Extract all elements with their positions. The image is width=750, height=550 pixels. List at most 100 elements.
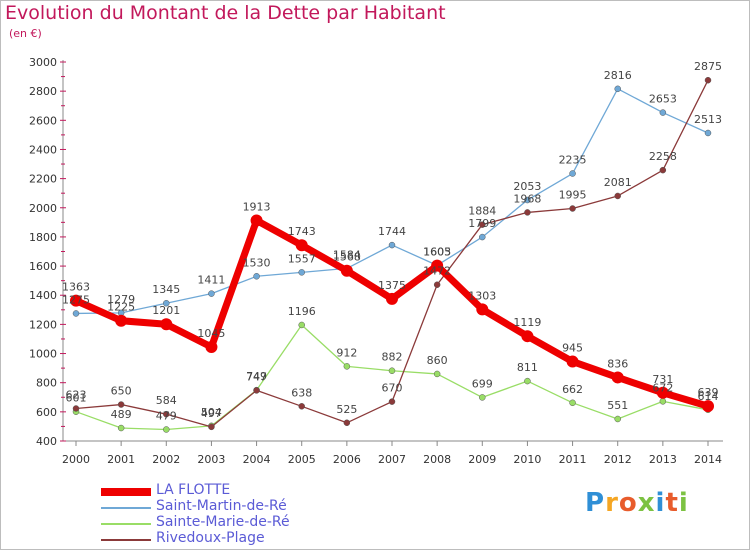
x-tick-label: 2013 xyxy=(649,453,677,466)
y-tick-label: 2000 xyxy=(29,202,57,215)
data-point xyxy=(298,269,305,276)
data-point xyxy=(614,85,621,93)
data-point xyxy=(704,76,712,84)
logo-letter: i xyxy=(655,488,666,518)
x-tick-label: 2005 xyxy=(288,453,316,466)
data-point xyxy=(569,170,576,177)
data-label: 1119 xyxy=(513,316,541,329)
data-point xyxy=(611,371,624,384)
data-point xyxy=(208,290,215,297)
data-label: 1605 xyxy=(423,245,451,258)
data-point xyxy=(479,233,486,241)
y-tick-label: 1200 xyxy=(29,318,57,331)
data-point xyxy=(479,221,486,228)
chart-subtitle: (en €) xyxy=(9,27,42,40)
data-label: 1045 xyxy=(197,327,225,340)
data-point xyxy=(476,303,489,316)
data-point xyxy=(659,398,667,405)
x-tick-label: 2014 xyxy=(694,453,722,466)
data-point xyxy=(298,321,305,329)
data-label: 584 xyxy=(156,394,177,407)
y-tick-label: 400 xyxy=(36,435,57,448)
x-tick-label: 2002 xyxy=(152,453,180,466)
data-point xyxy=(614,415,621,423)
data-label: 1603 xyxy=(423,246,451,259)
data-label: 1913 xyxy=(243,200,271,213)
data-label: 2513 xyxy=(694,113,722,126)
data-point xyxy=(433,370,441,378)
data-label: 731 xyxy=(652,373,673,386)
legend-swatch xyxy=(101,523,151,525)
data-label: 945 xyxy=(562,342,583,355)
data-point xyxy=(343,363,351,370)
data-point xyxy=(388,367,396,374)
data-point xyxy=(702,400,714,413)
data-label: 489 xyxy=(111,408,132,421)
x-tick-label: 2004 xyxy=(243,453,271,466)
data-point xyxy=(343,419,351,427)
data-point xyxy=(340,264,353,277)
data-label: 1472 xyxy=(423,265,451,278)
x-tick-label: 2003 xyxy=(197,453,225,466)
data-label: 623 xyxy=(66,388,87,401)
data-point xyxy=(614,192,621,200)
data-label: 749 xyxy=(246,370,267,383)
data-label: 912 xyxy=(336,346,357,359)
data-point xyxy=(569,205,576,212)
data-label: 504 xyxy=(201,406,222,419)
data-point xyxy=(524,209,531,216)
data-label: 2235 xyxy=(559,154,587,167)
data-point xyxy=(479,394,486,401)
data-label: 2053 xyxy=(513,180,541,193)
data-point xyxy=(253,273,260,280)
y-tick-label: 1400 xyxy=(29,289,57,302)
data-label: 1799 xyxy=(468,217,496,230)
data-label: 836 xyxy=(607,357,628,370)
data-label: 1744 xyxy=(378,225,406,238)
data-label: 1968 xyxy=(513,192,541,205)
logo-letter: t xyxy=(665,488,679,518)
data-label: 1225 xyxy=(107,301,135,314)
data-point xyxy=(388,398,396,405)
data-label: 2081 xyxy=(604,176,632,189)
logo-letter: x xyxy=(637,488,656,518)
logo-letter: P xyxy=(585,488,606,518)
y-tick-label: 1800 xyxy=(29,231,57,244)
data-label: 2816 xyxy=(604,69,632,82)
data-point xyxy=(659,109,667,116)
legend-label: LA FLOTTE xyxy=(156,482,231,498)
data-label: 662 xyxy=(562,383,583,396)
data-point xyxy=(524,377,531,385)
y-tick-label: 2400 xyxy=(29,143,57,156)
y-tick-label: 2200 xyxy=(29,173,57,186)
data-label: 1196 xyxy=(288,305,316,318)
x-tick-label: 2001 xyxy=(107,453,135,466)
x-tick-label: 2009 xyxy=(468,453,496,466)
data-point xyxy=(569,399,576,407)
data-point xyxy=(433,281,441,288)
data-label: 672 xyxy=(652,381,673,394)
data-point xyxy=(70,294,82,307)
data-label: 2875 xyxy=(694,60,722,73)
data-point xyxy=(72,310,80,317)
y-tick-label: 3000 xyxy=(29,56,57,69)
data-label: 614 xyxy=(698,390,719,403)
data-point xyxy=(566,355,579,368)
data-point xyxy=(72,405,80,412)
data-label: 1884 xyxy=(468,205,496,218)
data-label: 2653 xyxy=(649,93,677,106)
y-tick-label: 1000 xyxy=(29,348,57,361)
legend-label: Saint-Martin-de-Ré xyxy=(156,498,287,514)
data-point xyxy=(298,403,305,410)
data-label: 1995 xyxy=(559,188,587,201)
y-tick-label: 2600 xyxy=(29,114,57,127)
chart-title: Evolution du Montant de la Dette par Hab… xyxy=(5,2,446,24)
data-label: 2258 xyxy=(649,150,677,163)
legend-label: Sainte-Marie-de-Ré xyxy=(156,514,290,530)
data-label: 1303 xyxy=(468,289,496,302)
logo-letter: o xyxy=(618,488,638,518)
data-point xyxy=(163,410,170,418)
data-point xyxy=(163,299,170,307)
data-label: 601 xyxy=(66,392,87,405)
data-point xyxy=(117,401,125,408)
